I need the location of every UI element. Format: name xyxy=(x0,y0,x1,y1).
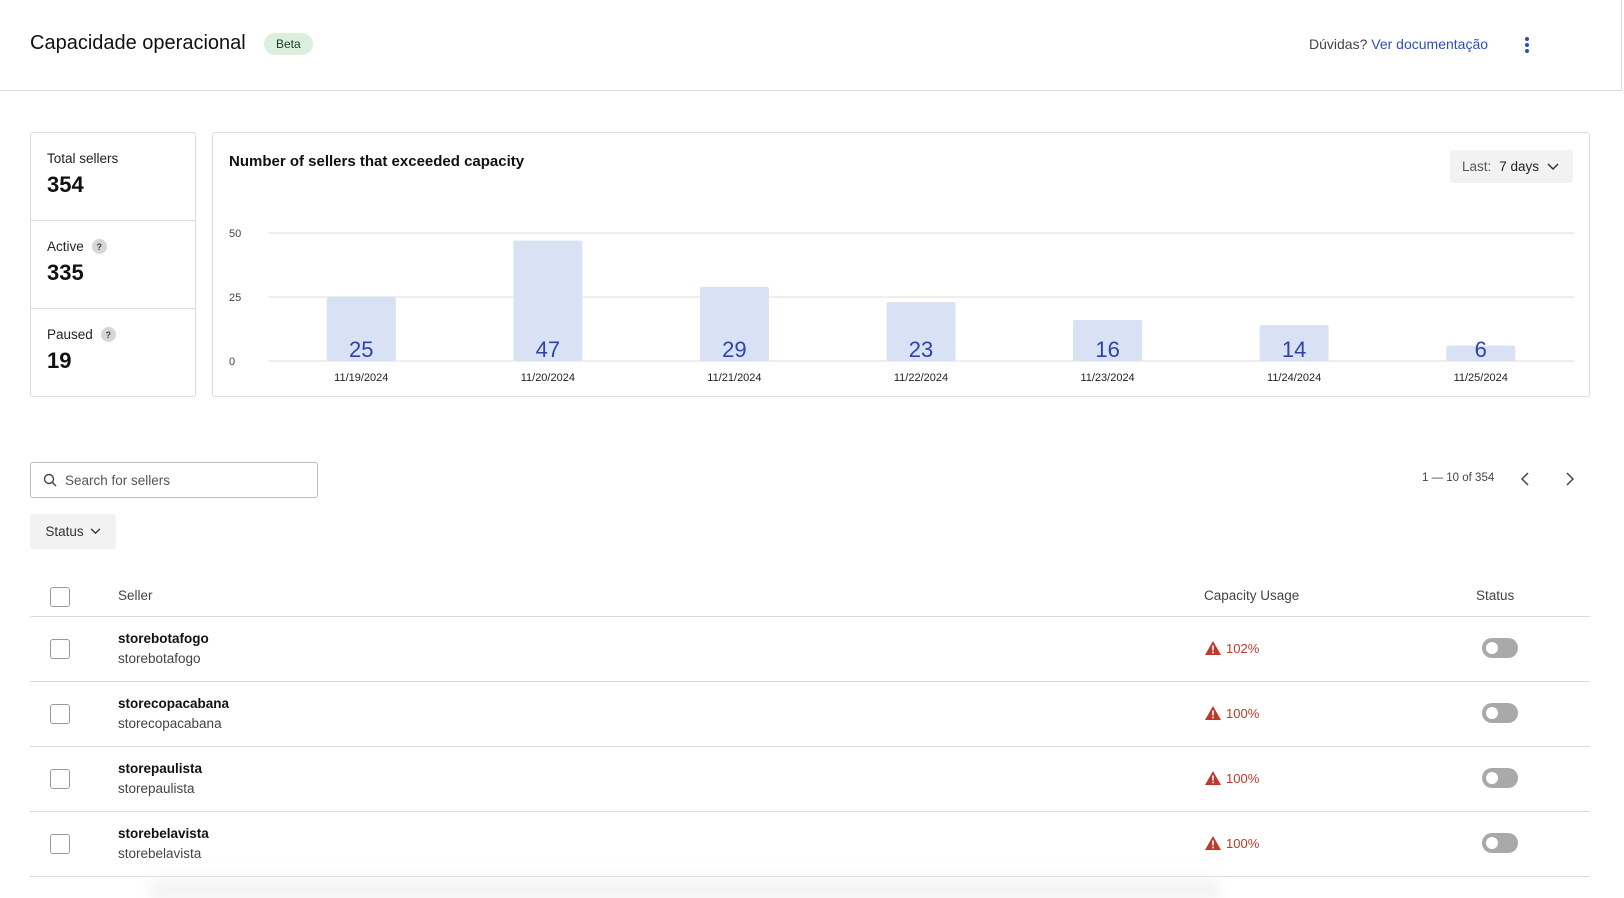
chevron-left-icon xyxy=(1521,472,1529,486)
search-box[interactable] xyxy=(30,462,318,498)
x-tick-label: 11/24/2024 xyxy=(1267,372,1321,384)
page-title: Capacidade operacional xyxy=(30,32,246,54)
help-icon[interactable]: ? xyxy=(100,327,116,342)
seller-name[interactable]: storebotafogo xyxy=(118,631,209,646)
row-checkbox[interactable] xyxy=(50,639,70,659)
x-tick-label: 11/21/2024 xyxy=(707,372,761,384)
bar-value-label: 16 xyxy=(1095,337,1119,362)
column-seller[interactable]: Seller xyxy=(118,588,153,603)
status-toggle[interactable] xyxy=(1482,768,1518,788)
capacity-usage: 100% xyxy=(1204,835,1259,851)
capacity-usage: 102% xyxy=(1204,640,1259,656)
bar xyxy=(513,240,583,361)
seller-id: storebotafogo xyxy=(118,651,201,666)
date-range-select[interactable]: Last: 7 days xyxy=(1449,150,1573,183)
status-filter-button[interactable]: Status xyxy=(30,514,116,549)
warning-icon xyxy=(1205,641,1221,655)
warning-icon xyxy=(1205,836,1221,850)
column-status[interactable]: Status xyxy=(1476,588,1515,603)
search-input[interactable] xyxy=(65,472,295,488)
bar-value-label: 6 xyxy=(1475,337,1487,362)
bar-value-label: 25 xyxy=(349,337,373,362)
usage-value: 100% xyxy=(1226,770,1260,786)
bar-value-label: 29 xyxy=(722,337,746,362)
previous-page-button[interactable] xyxy=(1514,468,1536,490)
chart-title: Number of sellers that exceeded capacity xyxy=(229,153,525,170)
stat-label: Active xyxy=(47,239,84,254)
table-row[interactable]: storebotafogo storebotafogo 102% xyxy=(30,617,1590,682)
capacity-usage: 100% xyxy=(1204,770,1259,786)
chevron-right-icon xyxy=(1566,472,1574,486)
range-value: 7 days xyxy=(1499,159,1539,174)
bar-chart: 0 25 50 25 11/19/2024 47 11/20/2024 29 11/21/202… xyxy=(229,228,1575,384)
search-icon xyxy=(43,473,57,487)
pagination-text: 1 — 10 of 354 xyxy=(1422,472,1495,484)
seller-id: storecopacabana xyxy=(118,716,222,731)
row-checkbox[interactable] xyxy=(50,704,70,724)
y-tick-label: 25 xyxy=(229,292,241,304)
stat-label: Paused xyxy=(47,327,93,342)
range-prefix: Last: xyxy=(1461,159,1492,174)
chart-card: 0 25 50 25 11/19/2024 47 11/20/2024 29 11/21/202… xyxy=(212,132,1590,397)
seller-id: storebelavista xyxy=(118,846,202,861)
bar xyxy=(886,302,956,361)
row-checkbox[interactable] xyxy=(50,769,70,789)
warning-icon xyxy=(1205,771,1221,785)
stat-value: 354 xyxy=(47,172,84,197)
chevron-down-icon xyxy=(90,528,100,535)
y-tick-label: 0 xyxy=(229,356,235,368)
bar-value-label: 47 xyxy=(536,337,560,362)
help-prefix: Dúvidas? xyxy=(1309,36,1368,52)
stat-value: 335 xyxy=(47,260,84,285)
x-tick-label: 11/20/2024 xyxy=(521,372,575,384)
scroll-shadow xyxy=(150,868,1220,898)
usage-value: 100% xyxy=(1226,705,1260,721)
x-tick-label: 11/23/2024 xyxy=(1080,372,1134,384)
beta-badge: Beta xyxy=(264,33,313,55)
usage-value: 100% xyxy=(1226,835,1260,851)
y-tick-label: 50 xyxy=(229,228,241,240)
seller-id: storepaulista xyxy=(118,781,195,796)
row-checkbox[interactable] xyxy=(50,834,70,854)
table-row[interactable]: storepaulista storepaulista 100% xyxy=(30,747,1590,812)
seller-name[interactable]: storecopacabana xyxy=(118,696,230,711)
x-tick-label: 11/19/2024 xyxy=(334,372,388,384)
stat-paused: Paused? 19 xyxy=(31,309,195,397)
stat-label: Total sellers xyxy=(47,151,119,166)
x-tick-label: 11/22/2024 xyxy=(894,372,948,384)
status-toggle[interactable] xyxy=(1482,638,1518,658)
more-options-icon[interactable] xyxy=(1520,34,1534,56)
help-icon[interactable]: ? xyxy=(91,239,107,254)
status-toggle[interactable] xyxy=(1482,703,1518,723)
select-all-checkbox[interactable] xyxy=(50,587,70,607)
bar-value-label: 23 xyxy=(909,337,933,362)
x-tick-label: 11/25/2024 xyxy=(1454,372,1508,384)
status-filter-label: Status xyxy=(45,524,84,539)
bar xyxy=(1073,320,1143,361)
status-toggle[interactable] xyxy=(1482,833,1518,853)
stat-total-sellers: Total sellers 354 xyxy=(31,133,195,221)
bar-value-label: 14 xyxy=(1282,337,1306,362)
bar xyxy=(1446,345,1516,361)
documentation-link[interactable]: Ver documentação xyxy=(1371,36,1489,52)
bar xyxy=(699,286,769,361)
stat-value: 19 xyxy=(47,348,72,373)
sellers-table: Seller Capacity Usage Status storebotafo… xyxy=(30,578,1590,877)
seller-name[interactable]: storebelavista xyxy=(118,826,209,841)
bar xyxy=(1259,325,1329,361)
column-capacity[interactable]: Capacity Usage xyxy=(1204,588,1300,603)
seller-name[interactable]: storepaulista xyxy=(118,761,203,776)
page-header: Capacidade operacional Beta Dúvidas? Ver… xyxy=(0,0,1622,91)
chevron-down-icon xyxy=(1547,162,1559,170)
capacity-usage: 100% xyxy=(1204,705,1259,721)
stats-card: Total sellers 354 Active? 335 Paused? 19 xyxy=(30,132,196,397)
warning-icon xyxy=(1205,706,1221,720)
next-page-button[interactable] xyxy=(1559,468,1581,490)
table-header: Seller Capacity Usage Status xyxy=(30,578,1590,617)
stat-active: Active? 335 xyxy=(31,221,195,309)
help-text: Dúvidas? Ver documentação xyxy=(1309,36,1488,52)
table-row[interactable]: storecopacabana storecopacabana 100% xyxy=(30,682,1590,747)
usage-value: 102% xyxy=(1226,640,1260,656)
bar xyxy=(326,297,396,361)
